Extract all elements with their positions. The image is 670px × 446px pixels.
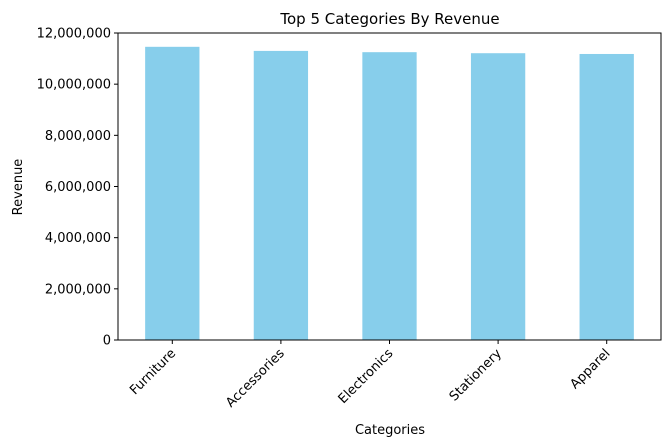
bar-accessories xyxy=(253,50,309,341)
bar-stationery xyxy=(470,53,526,340)
y-tick-label: 12,000,000 xyxy=(37,27,111,42)
y-tick-label: 4,000,000 xyxy=(45,231,111,246)
x-tick-label-electronics: Electronics xyxy=(336,346,397,407)
y-tick-label: 8,000,000 xyxy=(45,129,111,144)
bar-furniture xyxy=(145,46,200,340)
y-axis-label: Revenue xyxy=(11,159,26,216)
x-tick-label-apparel: Apparel xyxy=(568,346,614,392)
y-tick-label: 10,000,000 xyxy=(37,78,111,93)
x-tick-label-accessories: Accessories xyxy=(223,346,288,411)
y-axis-ticks: 0 2,000,000 4,000,000 6,000,000 8,000,000 10,… xyxy=(37,27,118,349)
x-tick-label-stationery: Stationery xyxy=(447,346,505,404)
bar-apparel xyxy=(579,53,634,340)
bars-group xyxy=(145,46,634,341)
x-tick-label-furniture: Furniture xyxy=(127,346,179,398)
plot-frame xyxy=(117,32,662,341)
x-axis-ticks: Furniture Accessories Electronics Stationer… xyxy=(127,340,614,411)
chart-title: Top 5 Categories By Revenue xyxy=(279,10,499,28)
y-tick-label: 0 xyxy=(103,334,111,349)
y-tick-label: 2,000,000 xyxy=(45,282,111,297)
y-tick-label: 6,000,000 xyxy=(45,180,111,195)
bar-electronics xyxy=(362,52,417,340)
x-axis-label: Categories xyxy=(355,423,425,438)
